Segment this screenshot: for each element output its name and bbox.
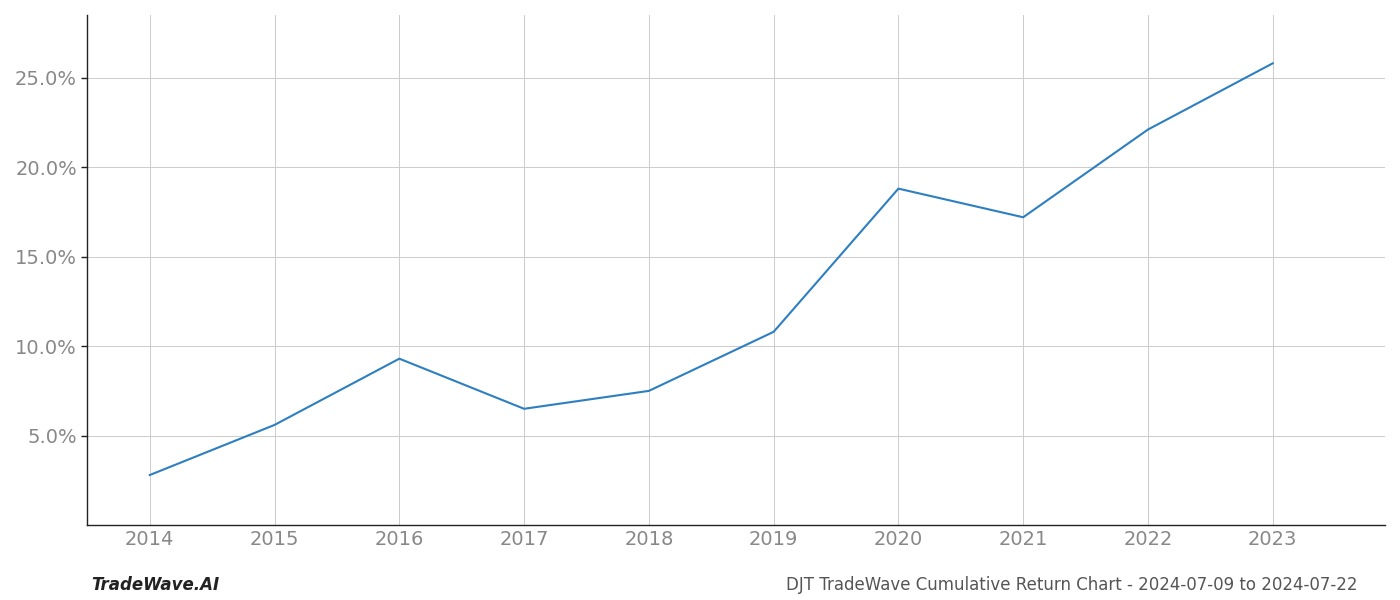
Text: TradeWave.AI: TradeWave.AI	[91, 576, 220, 594]
Text: DJT TradeWave Cumulative Return Chart - 2024-07-09 to 2024-07-22: DJT TradeWave Cumulative Return Chart - …	[787, 576, 1358, 594]
